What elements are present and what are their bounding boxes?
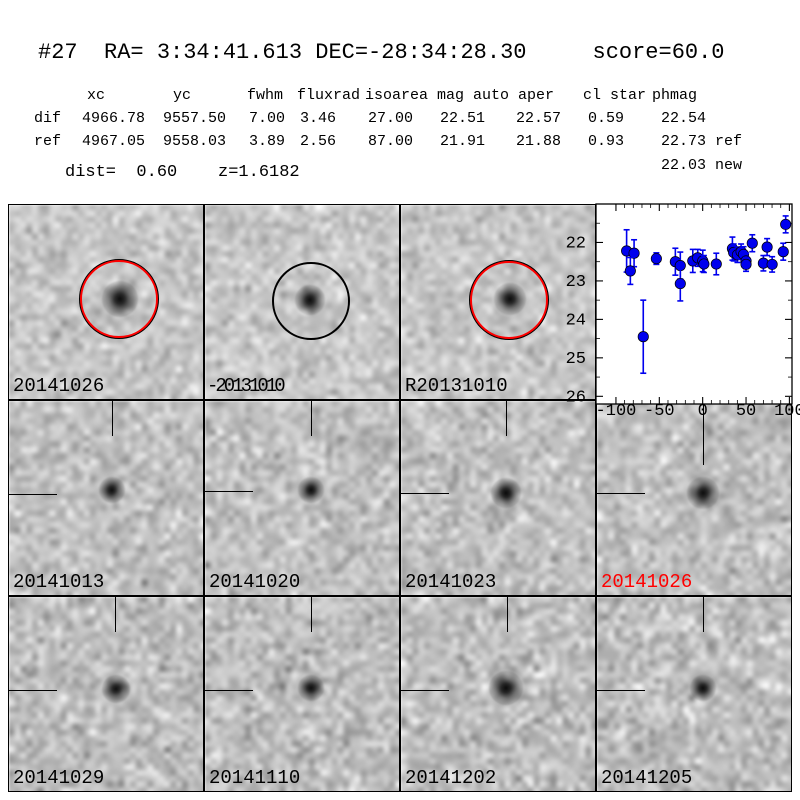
svg-text:-100: -100 — [596, 402, 637, 421]
svg-text:26: 26 — [566, 388, 586, 407]
svg-text:24: 24 — [566, 311, 586, 330]
svg-text:25: 25 — [566, 350, 586, 369]
svg-text:23: 23 — [566, 273, 586, 292]
svg-text:0: 0 — [698, 402, 708, 421]
svg-text:-50: -50 — [644, 402, 675, 421]
svg-text:22: 22 — [566, 234, 586, 253]
svg-text:50: 50 — [736, 402, 756, 421]
svg-text:100: 100 — [774, 402, 800, 421]
